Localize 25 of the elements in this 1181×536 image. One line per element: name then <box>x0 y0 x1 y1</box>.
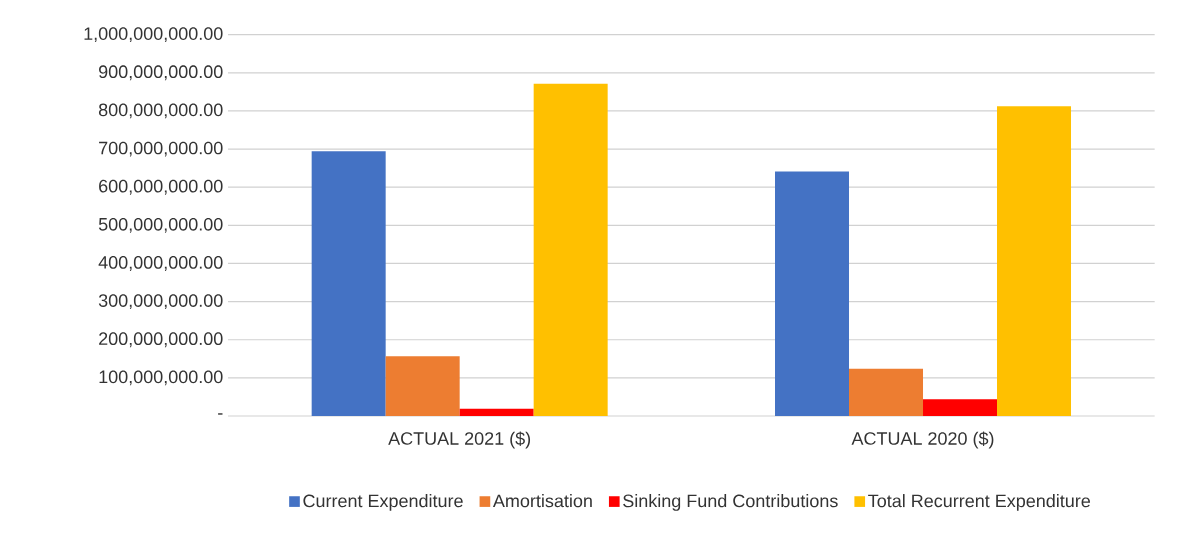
bar <box>923 399 998 416</box>
y-tick-label: 700,000,000.00 <box>99 141 223 157</box>
bar <box>311 151 386 416</box>
y-tick-label: 600,000,000.00 <box>99 179 223 195</box>
x-tick-label: ACTUAL 2020 ($) <box>851 431 994 449</box>
y-tick-label: 800,000,000.00 <box>98 103 223 119</box>
legend-label: Current Expenditure <box>303 494 463 511</box>
bar <box>775 171 849 416</box>
bar <box>997 106 1072 416</box>
bar <box>459 408 534 416</box>
y-tick-label: 200,000,000.00 <box>99 332 223 348</box>
y-tick-label: 400,000,000.00 <box>98 256 223 271</box>
y-tick-label: 900,000,000.00 <box>99 65 223 81</box>
bar <box>533 83 608 416</box>
x-tick-label: ACTUAL 2021 ($) <box>388 431 531 449</box>
legend-label: Amortisation <box>492 494 592 508</box>
y-tick-label: - <box>218 413 223 415</box>
bar <box>849 368 924 416</box>
y-tick-label: 500,000,000.00 <box>98 217 223 233</box>
legend-label: Sinking Fund Contributions <box>623 494 838 511</box>
y-tick-label: 1,000,000,000.00 <box>84 27 223 43</box>
y-tick-label: 300,000,000.00 <box>98 294 223 310</box>
y-tick-label: 100,000,000.00 <box>99 370 223 386</box>
legend-label: Total Recurrent Expenditure <box>868 494 1091 511</box>
bar <box>385 356 460 416</box>
